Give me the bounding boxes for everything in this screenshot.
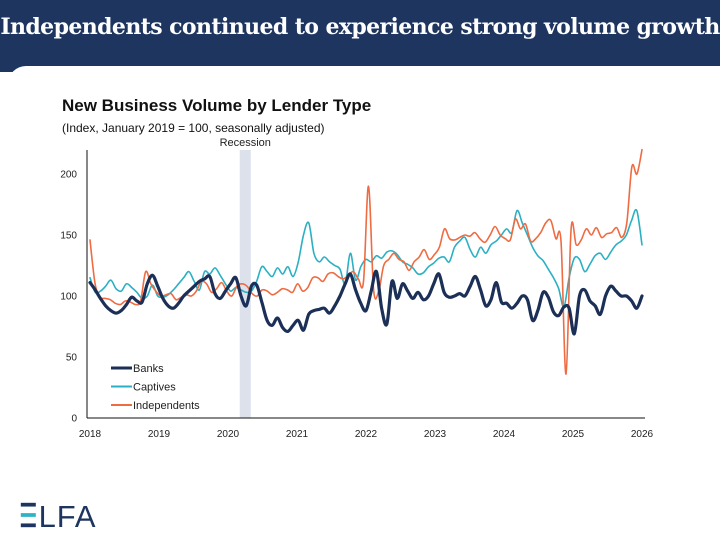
x-tick-label: 2019	[148, 429, 171, 440]
header-curve	[8, 66, 720, 96]
x-tick-label: 2020	[217, 429, 240, 440]
y-tick-label: 200	[60, 170, 77, 181]
logo-bar-top	[20, 502, 36, 507]
y-tick-label: 50	[66, 353, 78, 364]
legend-label-banks: Banks	[133, 363, 164, 375]
legend: Banks Captives Independents	[111, 363, 200, 412]
logo-bar-bottom	[20, 523, 36, 528]
x-tick-label: 2021	[286, 429, 309, 440]
logo-bar-middle	[20, 513, 36, 517]
x-tick-label: 2022	[355, 429, 378, 440]
slide-title: Independents continued to experience str…	[0, 14, 720, 40]
chart-subtitle: (Index, January 2019 = 100, seasonally a…	[62, 121, 325, 135]
x-tick-labels: 2018 2019 2020 2021 2022 2023 2024 2025 2026	[79, 429, 654, 440]
legend-label-captives: Captives	[133, 382, 176, 394]
x-tick-label: 2025	[562, 429, 585, 440]
series-layer	[88, 148, 644, 375]
header-banner	[0, 0, 720, 72]
legend-label-independents: Independents	[133, 400, 200, 412]
y-tick-label: 0	[71, 414, 77, 425]
series-line-captives	[89, 208, 643, 308]
y-tick-label: 100	[60, 292, 77, 303]
y-tick-labels: 0 50 100 150 200	[60, 170, 77, 425]
y-tick-label: 150	[60, 231, 77, 242]
series-line-banks	[88, 269, 644, 336]
x-tick-label: 2024	[493, 429, 516, 440]
elfa-logo: LFA	[20, 500, 97, 530]
x-tick-label: 2018	[79, 429, 102, 440]
logo-text: LFA	[39, 500, 97, 530]
x-tick-label: 2023	[424, 429, 447, 440]
x-tick-label: 2026	[631, 429, 654, 440]
recession-label: Recession	[220, 137, 271, 149]
series-line-independents	[89, 148, 643, 375]
chart-title: New Business Volume by Lender Type	[62, 96, 372, 115]
